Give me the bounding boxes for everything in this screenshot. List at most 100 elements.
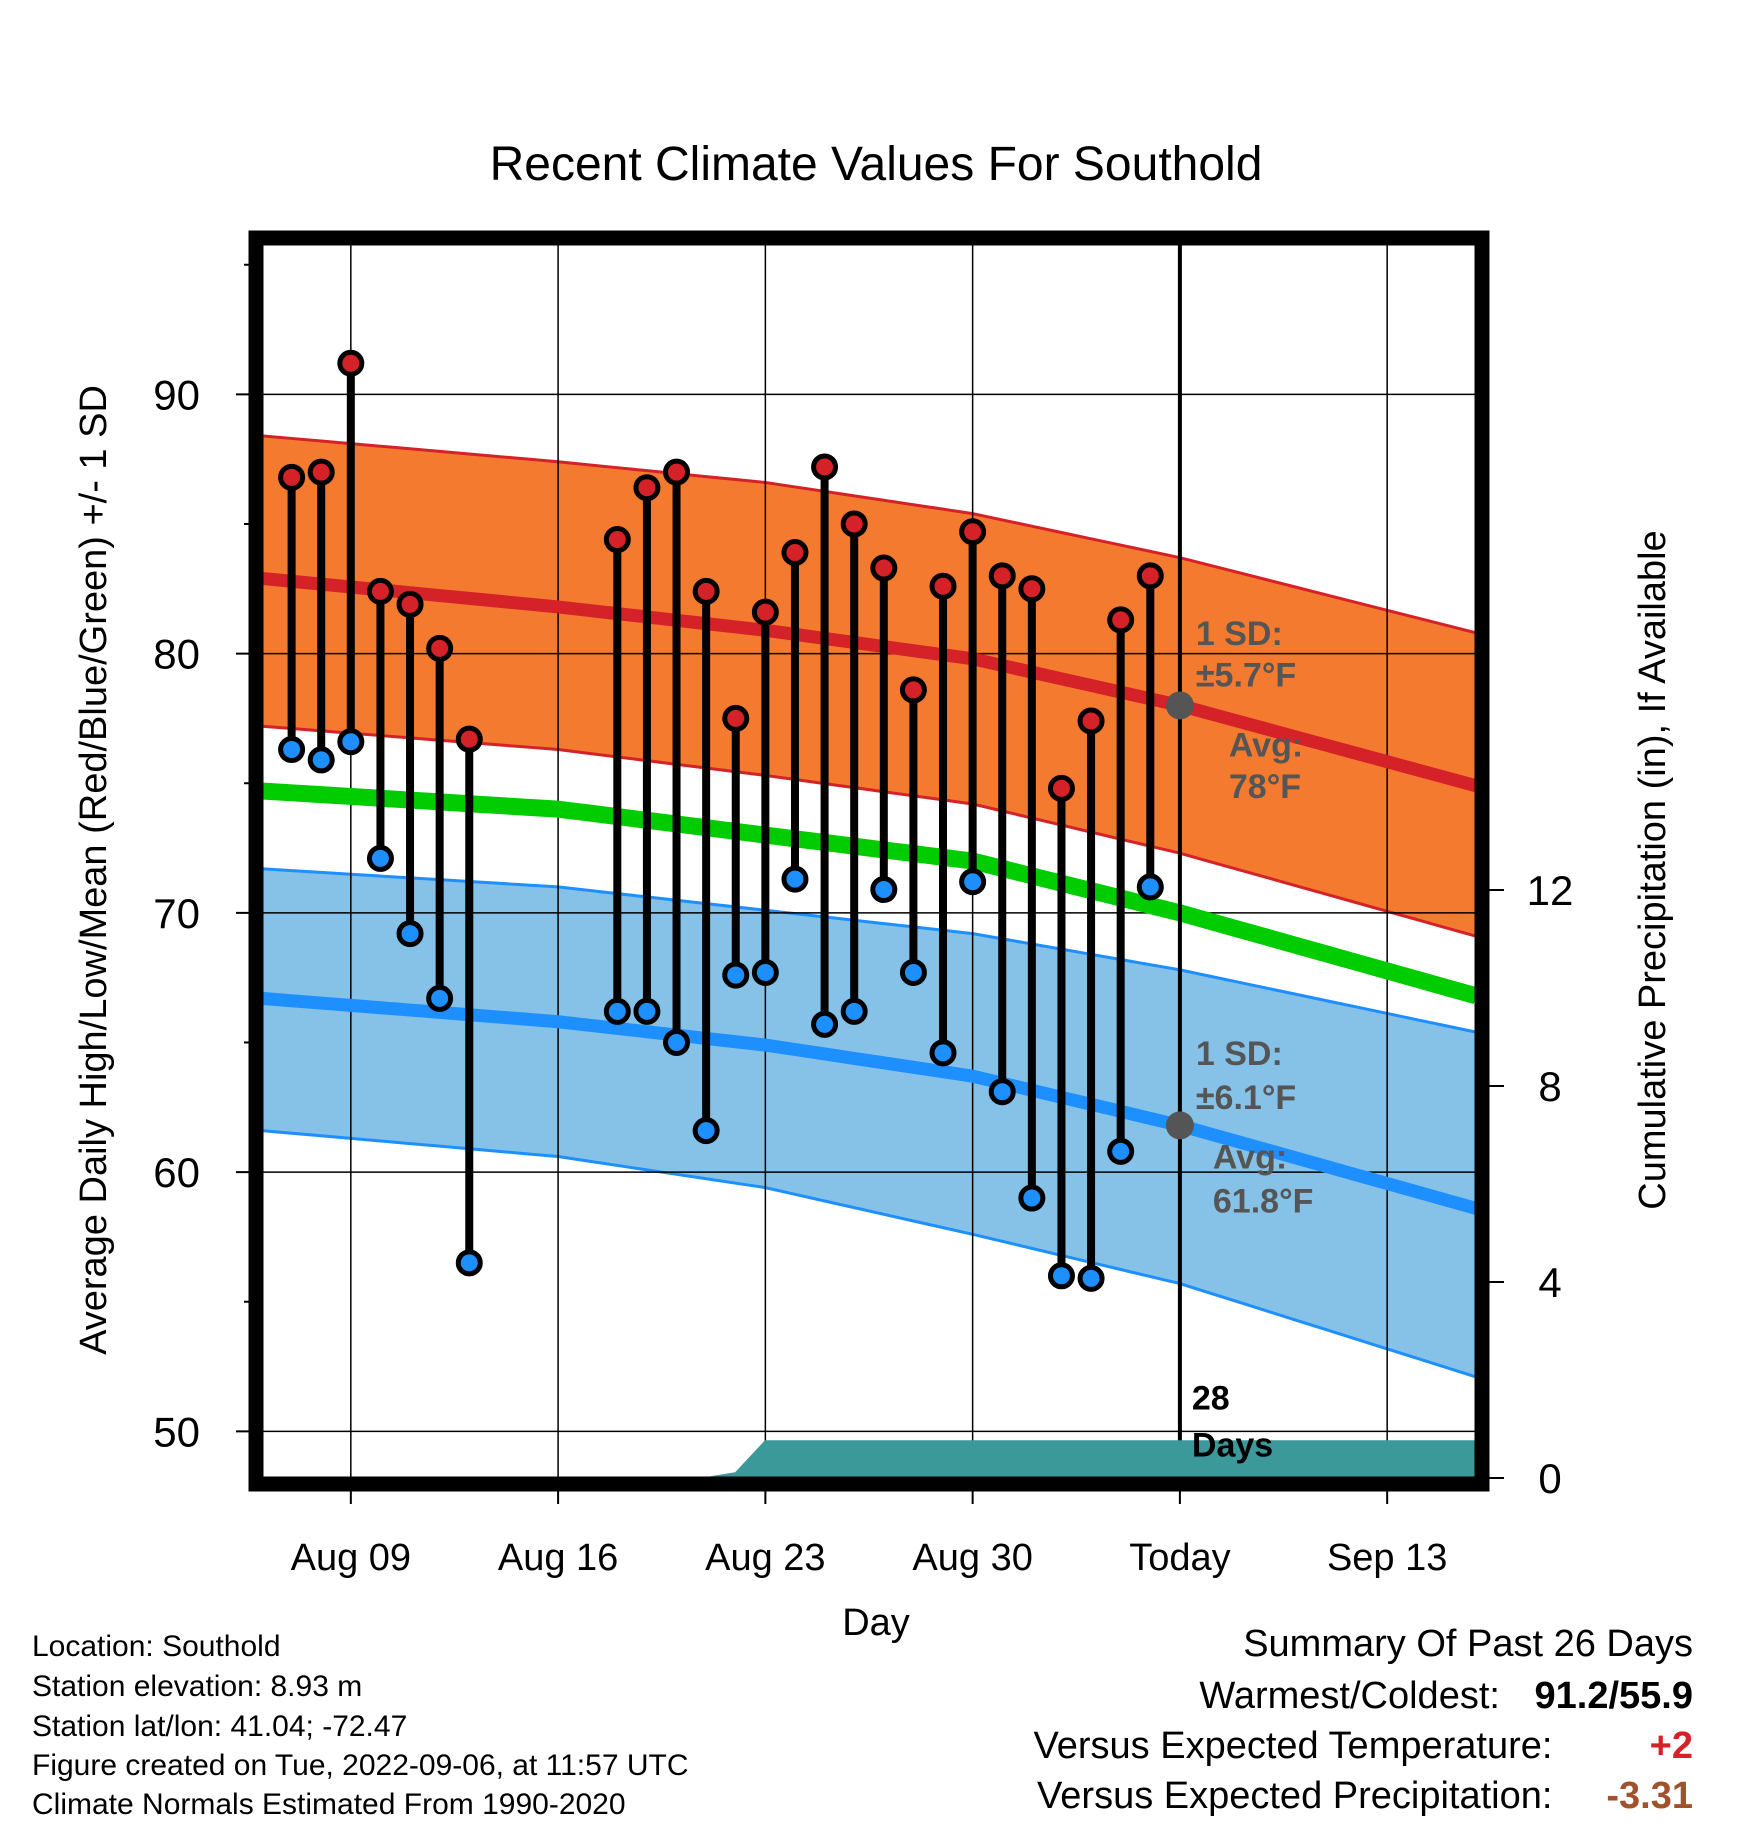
avg-high-value: 78°F — [1229, 768, 1301, 806]
y-tick-label: 80 — [153, 631, 200, 678]
daily-low-point — [988, 1078, 1016, 1106]
daily-high-point — [426, 634, 454, 662]
y-tick-label: 90 — [153, 371, 200, 418]
daily-high-point — [751, 598, 779, 626]
low-sd-band — [262, 868, 1476, 1377]
daily-low-point — [811, 1010, 839, 1038]
daily-low-point — [1077, 1264, 1105, 1292]
today-low-marker — [1165, 1111, 1194, 1140]
y-axis-title: Average Daily High/Low/Mean (Red/Blue/Gr… — [73, 385, 115, 1355]
x-tick-label: Aug 09 — [291, 1537, 411, 1579]
y2-tick-label: 8 — [1538, 1063, 1561, 1110]
daily-high-point — [870, 554, 898, 582]
high-sd-band-upper-edge — [261, 434, 1477, 635]
daily-low-point — [663, 1028, 691, 1056]
days-count: 28 — [1192, 1380, 1230, 1418]
info-created: Figure created on Tue, 2022-09-06, at 11… — [32, 1749, 689, 1782]
daily-low-point — [870, 876, 898, 904]
daily-high-point — [722, 704, 750, 732]
daily-low-point — [366, 844, 394, 872]
daily-low-point — [692, 1117, 720, 1145]
temp-value: +2 — [1649, 1725, 1693, 1767]
daily-high-point — [781, 539, 809, 566]
daily-low-point — [1018, 1184, 1046, 1212]
daily-low-point — [840, 997, 868, 1025]
daily-high-point — [603, 526, 631, 554]
daily-high-point — [1077, 707, 1105, 735]
precip-area — [262, 1440, 1477, 1479]
info-normals: Climate Normals Estimated From 1990-2020 — [32, 1788, 626, 1821]
x-tick-label: Aug 30 — [912, 1537, 1032, 1579]
daily-high-point — [1136, 562, 1164, 590]
daily-low-point — [1107, 1137, 1135, 1165]
daily-low-point — [633, 997, 661, 1025]
daily-low-point — [751, 958, 779, 986]
y2-tick-label: 12 — [1527, 867, 1574, 914]
daily-high-point — [1047, 774, 1075, 802]
y-tick-label: 50 — [153, 1408, 200, 1455]
warm-cold-value: 91.2/55.9 — [1534, 1675, 1693, 1717]
y-tick-label: 60 — [153, 1149, 200, 1196]
summary-title: Summary Of Past 26 Days — [1243, 1623, 1693, 1665]
daily-low-point — [1047, 1262, 1075, 1290]
daily-high-point — [959, 518, 987, 546]
y2-tick-label: 4 — [1538, 1259, 1561, 1306]
warm-cold-label: Warmest/Coldest: — [1199, 1675, 1500, 1717]
chart-title: Recent Climate Values For Southold — [490, 138, 1263, 191]
info-elevation: Station elevation: 8.93 m — [32, 1670, 363, 1703]
normal-low-line — [261, 991, 1478, 1215]
daily-high-point — [663, 458, 691, 486]
daily-high-point — [633, 474, 661, 502]
daily-low-point — [722, 961, 750, 989]
x-axis-title: Day — [842, 1602, 910, 1644]
x-tick-label: Sep 13 — [1327, 1537, 1447, 1579]
sd-high-label: 1 SD: — [1196, 615, 1283, 653]
daily-high-point — [840, 510, 868, 538]
daily-low-point — [929, 1039, 957, 1067]
avg-low-label: Avg: — [1213, 1139, 1287, 1177]
daily-low-point — [396, 920, 424, 948]
days-label: Days — [1192, 1426, 1273, 1464]
x-tick-label: Aug 23 — [705, 1537, 825, 1579]
today-high-marker — [1165, 691, 1194, 720]
summary-precip-row: Versus Expected Precipitation: -3.31 — [1037, 1775, 1693, 1818]
info-latlon: Station lat/lon: 41.04; -72.47 — [32, 1710, 408, 1743]
summary-temp-row: Versus Expected Temperature: +2 — [1034, 1725, 1693, 1768]
y-tick-label: 70 — [153, 890, 200, 937]
low-sd-band-upper-edge — [261, 867, 1477, 1034]
plot-frame — [248, 230, 1490, 1492]
daily-low-point — [337, 728, 365, 756]
daily-high-point — [929, 572, 957, 600]
daily-high-point — [692, 577, 720, 605]
x-tick-label: Today — [1129, 1537, 1230, 1579]
daily-low-point — [307, 746, 335, 774]
y2-tick-label: 0 — [1538, 1455, 1561, 1502]
daily-high-point — [455, 725, 483, 753]
daily-low-point — [426, 984, 454, 1012]
avg-high-label: Avg: — [1229, 726, 1303, 764]
daily-high-point — [366, 577, 394, 605]
info-location: Location: Southold — [32, 1630, 281, 1663]
x-tick-label: Aug 16 — [498, 1537, 618, 1579]
normal-mean-line — [261, 782, 1479, 1004]
daily-low-point — [278, 736, 306, 764]
daily-high-point — [899, 676, 927, 704]
low-sd-band-lower-edge — [261, 1129, 1477, 1379]
summary-warm-cold-row: Warmest/Coldest: 91.2/55.9 — [1199, 1675, 1693, 1718]
daily-low-point — [959, 868, 987, 896]
normal-high-line — [261, 571, 1478, 793]
daily-low-point — [603, 997, 631, 1025]
daily-high-point — [1107, 606, 1135, 634]
sd-high-value: ±5.7°F — [1196, 656, 1296, 694]
daily-high-point — [811, 453, 839, 481]
precip-label: Versus Expected Precipitation: — [1037, 1775, 1553, 1817]
sd-low-value: ±6.1°F — [1196, 1079, 1296, 1117]
daily-low-point — [899, 958, 927, 986]
daily-low-point — [1136, 873, 1164, 901]
high-sd-band — [262, 435, 1476, 937]
daily-high-point — [337, 349, 365, 377]
daily-high-point — [278, 463, 306, 491]
daily-high-point — [988, 562, 1016, 590]
daily-low-point — [455, 1249, 483, 1277]
